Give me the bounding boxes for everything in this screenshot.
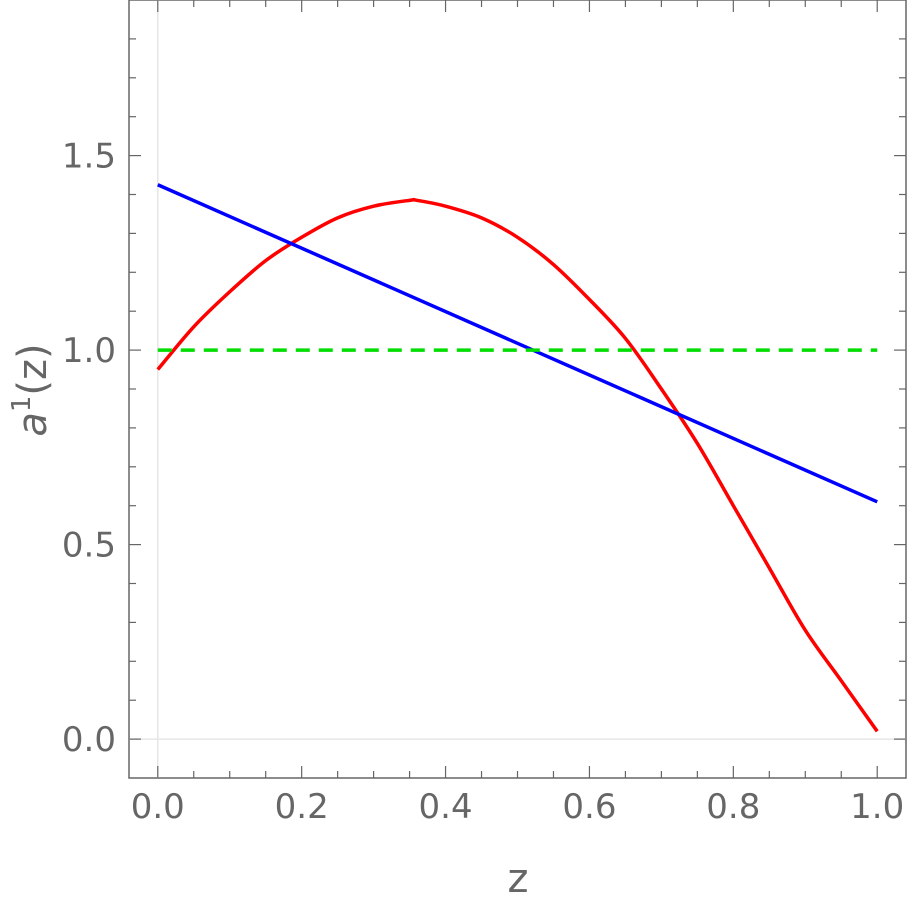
y-tick-label: 0.5 xyxy=(62,526,116,566)
reference-lines xyxy=(129,0,906,778)
x-tick-label: 0.2 xyxy=(275,787,329,827)
tick-labels: 0.0 0.2 0.4 0.6 0.8 1.0 0.0 0.5 1.0 1.5 xyxy=(62,137,904,827)
plot-frame xyxy=(128,0,907,779)
y-tick-label: 1.0 xyxy=(62,331,116,371)
x-tick-label: 0.8 xyxy=(706,787,760,827)
y-tick-label: 1.5 xyxy=(62,137,116,177)
axis-ticks xyxy=(129,0,906,778)
y-axis-title-rest: (z) xyxy=(10,343,56,395)
x-tick-label: 0.4 xyxy=(419,787,473,827)
y-axis-title-base: a xyxy=(10,412,56,437)
y-axis-title-sup: 1 xyxy=(7,396,37,413)
series-line-1 xyxy=(156,197,879,733)
x-axis-title: z xyxy=(508,856,529,902)
x-tick-label: 0.0 xyxy=(131,787,185,827)
x-tick-label: 0.6 xyxy=(562,787,616,827)
x-tick-label: 1.0 xyxy=(850,787,904,827)
y-tick-label: 0.0 xyxy=(62,720,116,760)
y-axis-title: a1(z) xyxy=(7,343,56,436)
series-line-2 xyxy=(157,183,878,504)
series-group xyxy=(156,183,879,733)
